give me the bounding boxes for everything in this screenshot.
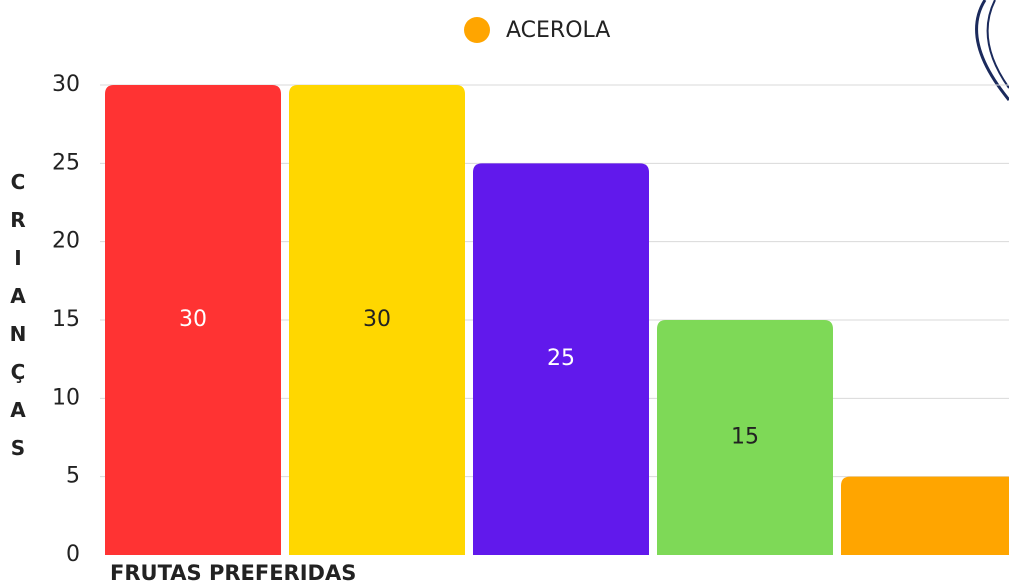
legend-label: ACEROLA — [506, 18, 610, 43]
data-label: 30 — [179, 307, 207, 332]
y-tick-label: 15 — [52, 307, 80, 332]
y-tick-label: 10 — [52, 385, 80, 410]
y-tick-label: 5 — [66, 464, 80, 489]
bar — [473, 163, 649, 556]
decoration — [975, 0, 1009, 101]
data-label: 25 — [547, 346, 575, 371]
bar — [289, 85, 465, 555]
data-label: 30 — [363, 307, 391, 332]
y-tick-label: 25 — [52, 150, 80, 175]
legend-swatch — [464, 17, 490, 43]
y-tick-label: 0 — [66, 542, 80, 567]
y-axis-label: CRIANÇAS — [6, 170, 30, 474]
x-axis-label: FRUTAS PREFERIDAS — [110, 561, 356, 585]
y-tick-label: 30 — [52, 72, 80, 97]
data-label: 15 — [731, 425, 759, 450]
bar — [841, 476, 1009, 555]
decoration — [986, 0, 1009, 89]
bar — [105, 85, 281, 555]
y-tick-label: 20 — [52, 229, 80, 254]
bar — [657, 320, 833, 555]
